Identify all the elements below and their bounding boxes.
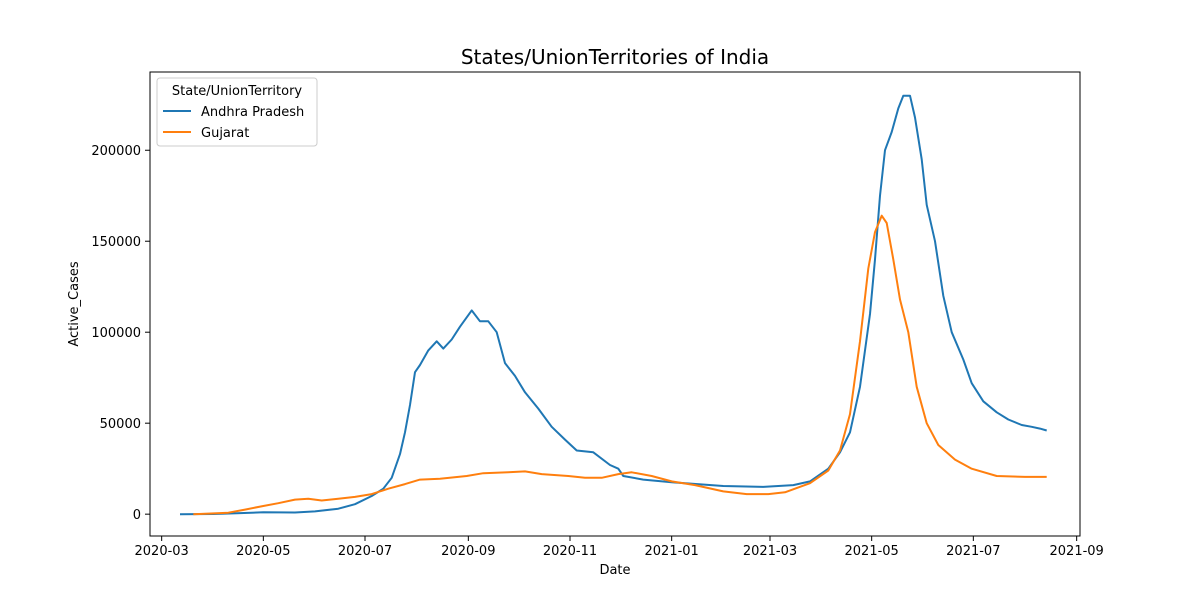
- plot-area-frame: [149, 71, 1081, 537]
- y-tick-label: 150000: [91, 235, 141, 250]
- x-axis-label: Date: [599, 563, 630, 578]
- y-tick-label: 0: [133, 508, 141, 523]
- legend-label-gujarat: Gujarat: [201, 126, 249, 141]
- x-tick-label: 2021-03: [743, 544, 797, 559]
- y-axis-label: Active_Cases: [67, 261, 82, 347]
- x-tick-label: 2020-07: [338, 544, 392, 559]
- y-tick-label: 50000: [100, 417, 141, 432]
- legend-title: State/UnionTerritory: [172, 84, 303, 99]
- legend-label-andhra-pradesh: Andhra Pradesh: [201, 105, 304, 120]
- x-tick-label: 2021-01: [645, 544, 699, 559]
- legend: State/UnionTerritory Andhra Pradesh Guja…: [156, 77, 318, 147]
- x-tick-label: 2021-07: [946, 544, 1000, 559]
- x-tick-label: 2021-09: [1050, 544, 1104, 559]
- series-line-gujarat: [193, 214, 1047, 516]
- x-tick-label: 2020-09: [441, 544, 495, 559]
- x-axis: 2020-03 2020-05 2020-07 2020-09 2020-11 2021-…: [135, 536, 1104, 559]
- x-tick-label: 2020-11: [543, 544, 597, 559]
- x-tick-label: 2020-05: [236, 544, 290, 559]
- chart-title: States/UnionTerritories of India: [461, 45, 769, 69]
- legend-box: [156, 77, 318, 147]
- series-layer: [179, 94, 1047, 516]
- series-line-andhra-pradesh: [179, 94, 1047, 516]
- x-tick-label: 2020-03: [135, 544, 189, 559]
- y-tick-label: 100000: [91, 326, 141, 341]
- x-tick-label: 2021-05: [845, 544, 899, 559]
- y-axis: 0 50000 100000 150000 200000: [91, 144, 150, 523]
- y-tick-label: 200000: [91, 144, 141, 159]
